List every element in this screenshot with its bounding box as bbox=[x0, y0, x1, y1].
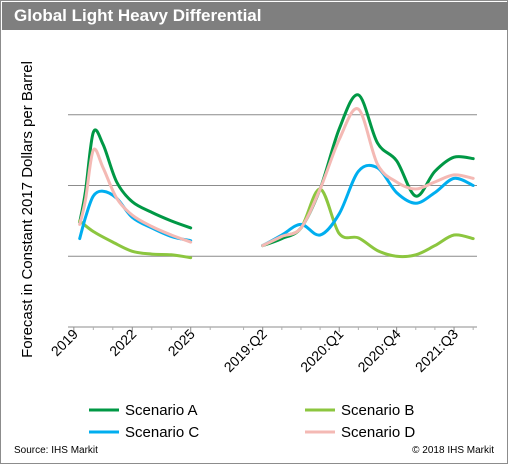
x-tick-label-quarterly: 2019:Q2 bbox=[221, 326, 270, 375]
legend-label-scenario-a: Scenario A bbox=[125, 402, 198, 419]
x-tick-label-quarterly: 2020:Q1 bbox=[297, 326, 346, 375]
y-axis-label: Forecast in Constant 2017 Dollars per Ba… bbox=[19, 61, 36, 358]
series-line-scenario-c-quarterly bbox=[261, 163, 475, 248]
legend-label-scenario-d: Scenario D bbox=[341, 424, 415, 441]
series-line-scenario-a-annual bbox=[78, 128, 193, 230]
series-line-scenario-b-annual bbox=[78, 219, 193, 260]
x-tick-label-annual: 2022 bbox=[106, 326, 139, 359]
series-line-scenario-a-quarterly bbox=[261, 93, 475, 248]
legend-label-scenario-c: Scenario C bbox=[125, 424, 199, 441]
legend-label-scenario-b: Scenario B bbox=[341, 402, 414, 419]
x-tick-label-quarterly: 2021:Q3 bbox=[412, 326, 461, 375]
chart-title: Global Light Heavy Differential bbox=[14, 6, 262, 25]
title-bar: Global Light Heavy Differential bbox=[2, 2, 508, 30]
series-line-scenario-d-annual bbox=[78, 147, 193, 244]
x-tick-label-quarterly: 2020:Q4 bbox=[354, 326, 403, 375]
series-line-scenario-d-quarterly bbox=[261, 107, 475, 248]
x-tick-label-annual: 2019 bbox=[48, 326, 81, 359]
series-line-scenario-b-quarterly bbox=[261, 187, 475, 259]
source-note: Source: IHS Markit bbox=[14, 445, 98, 456]
copyright-note: © 2018 IHS Markit bbox=[412, 445, 494, 456]
x-tick-label-annual: 2025 bbox=[165, 326, 198, 359]
